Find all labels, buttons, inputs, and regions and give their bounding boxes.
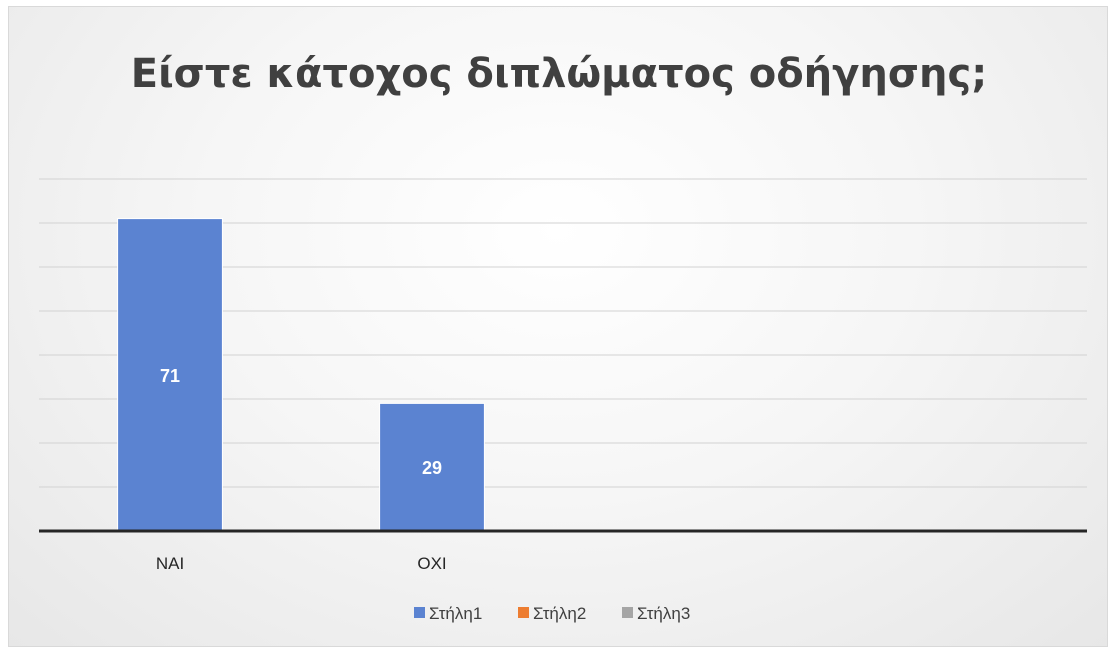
category-label: ΝΑΙ [156, 554, 184, 573]
chart-title: Είστε κάτοχος διπλώματος οδήγησης; [131, 51, 987, 97]
data-label: 71 [160, 366, 180, 386]
legend-label: Στήλη2 [533, 604, 586, 623]
legend-swatch [518, 607, 529, 618]
legend-label: Στήλη3 [637, 604, 690, 623]
bar [379, 402, 485, 532]
legend-swatch [414, 607, 425, 618]
legend-swatch [622, 607, 633, 618]
chart-area: Είστε κάτοχος διπλώματος οδήγησης; 71 29 ΝΑ… [8, 6, 1108, 647]
data-label: 29 [422, 458, 442, 478]
bar-chart: Είστε κάτοχος διπλώματος οδήγησης; 71 29 ΝΑ… [39, 51, 1087, 623]
category-label: ΟΧΙ [417, 554, 446, 573]
legend-label: Στήλη1 [429, 604, 482, 623]
bar [117, 218, 223, 532]
